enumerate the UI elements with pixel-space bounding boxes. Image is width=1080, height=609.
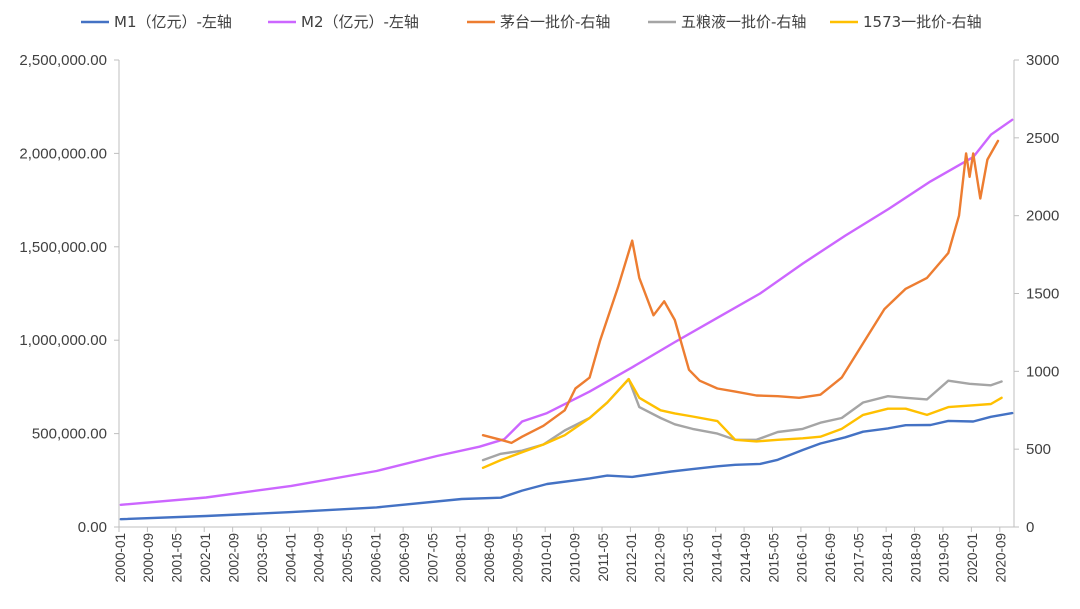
legend-label: M1（亿元）-左轴 xyxy=(114,13,232,31)
x-tick-label: 2012-01 xyxy=(624,533,639,583)
left-tick-label: 1,000,000.00 xyxy=(19,332,107,349)
legend-item-moutai: 茅台一批价-右轴 xyxy=(467,13,610,31)
x-tick-label: 2009-05 xyxy=(511,533,526,583)
x-tick-label: 2015-05 xyxy=(766,533,781,583)
x-tick-label: 2000-09 xyxy=(141,533,156,583)
x-tick-label: 2007-05 xyxy=(425,533,440,583)
left-tick-label: 2,500,000.00 xyxy=(19,52,107,69)
x-tick-label: 2020-09 xyxy=(994,533,1009,583)
x-tick-label: 2013-05 xyxy=(681,533,696,583)
wuliangye-line xyxy=(481,377,1003,462)
x-tick-label: 2006-01 xyxy=(368,533,383,583)
series-layer xyxy=(119,118,1014,521)
x-tick-label: 2018-09 xyxy=(908,533,923,583)
m2-line xyxy=(119,118,1014,506)
x-tick-label: 2010-09 xyxy=(567,533,582,583)
moutai-line xyxy=(481,139,1000,445)
x-tick-label: 2001-05 xyxy=(170,533,185,583)
right-tick-label: 500 xyxy=(1026,441,1051,458)
x-tick-label: 2003-05 xyxy=(255,533,270,583)
legend-label: 五粮液一批价-右轴 xyxy=(681,13,806,31)
guojiao1573-line xyxy=(481,377,1003,469)
x-tick-label: 2018-01 xyxy=(880,533,895,583)
left-tick-label: 2,000,000.00 xyxy=(19,145,107,162)
x-tick-label: 2020-01 xyxy=(965,533,980,583)
left-tick-label: 0.00 xyxy=(78,519,107,536)
legend-item-m2: M2（亿元）-左轴 xyxy=(268,13,419,31)
x-tick-label: 2019-05 xyxy=(937,533,952,583)
legend-item-1573: 1573一批价-右轴 xyxy=(830,13,982,31)
x-tick-label: 2005-05 xyxy=(340,533,355,583)
right-tick-label: 3000 xyxy=(1026,52,1059,69)
x-tick-label: 2014-01 xyxy=(709,533,724,583)
x-tick-label: 2002-09 xyxy=(226,533,241,583)
x-tick-label: 2008-09 xyxy=(482,533,497,583)
x-tick-label: 2016-09 xyxy=(823,533,838,583)
x-tick-label: 2017-05 xyxy=(852,533,867,583)
legend-label: 茅台一批价-右轴 xyxy=(500,13,610,31)
left-tick-label: 1,500,000.00 xyxy=(19,239,107,256)
axes: 0.00 500,000.00 1,000,000.00 1,500,000.00 2,… xyxy=(19,52,1059,583)
x-tick-label: 2010-01 xyxy=(539,533,554,583)
right-tick-label: 2000 xyxy=(1026,208,1059,225)
x-tick-label: 2008-01 xyxy=(454,533,469,583)
m1-line xyxy=(119,411,1014,521)
legend: M1（亿元）-左轴 M2（亿元）-左轴 茅台一批价-右轴 五粮液一批价-右轴 1573一… xyxy=(81,13,982,31)
right-tick-label: 0 xyxy=(1026,519,1034,536)
x-tick-label: 2011-05 xyxy=(596,533,611,582)
right-tick-label: 2500 xyxy=(1026,130,1059,147)
legend-item-wuliangye: 五粮液一批价-右轴 xyxy=(648,13,806,31)
right-tick-label: 1500 xyxy=(1026,286,1059,303)
right-tick-label: 1000 xyxy=(1026,363,1059,380)
x-tick-label: 2006-09 xyxy=(397,533,412,583)
x-tick-label: 2012-09 xyxy=(653,533,668,583)
x-tick-label: 2004-01 xyxy=(283,533,298,583)
x-tick-label: 2000-01 xyxy=(113,533,128,583)
legend-item-m1: M1（亿元）-左轴 xyxy=(81,13,232,31)
x-tick-label: 2014-09 xyxy=(738,533,753,583)
legend-label: 1573一批价-右轴 xyxy=(863,13,982,31)
x-tick-label: 2002-01 xyxy=(198,533,213,583)
left-tick-label: 500,000.00 xyxy=(32,426,107,443)
x-tick-label: 2016-01 xyxy=(795,533,810,583)
legend-label: M2（亿元）-左轴 xyxy=(301,13,419,31)
x-tick-label: 2004-09 xyxy=(312,533,327,583)
